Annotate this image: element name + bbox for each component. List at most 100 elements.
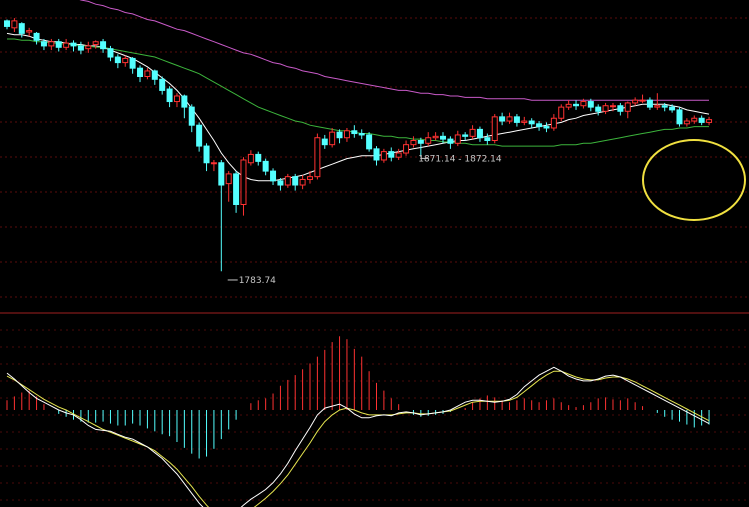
candle <box>63 38 70 51</box>
candle-body <box>203 145 210 164</box>
candle-body <box>114 56 121 64</box>
candle-body <box>691 117 698 122</box>
candle-body <box>247 153 254 164</box>
candle <box>329 127 336 148</box>
candle <box>595 104 602 116</box>
candle-body <box>26 30 33 33</box>
candle-body <box>48 41 55 47</box>
candle-body <box>632 99 639 104</box>
candle-body <box>329 131 336 146</box>
candle <box>284 173 291 188</box>
ma-line-1 <box>7 38 709 147</box>
candle-body <box>343 130 350 139</box>
candle <box>218 159 225 272</box>
candle <box>137 65 144 83</box>
candle-body <box>484 137 491 142</box>
moving-average-lines <box>6 0 710 182</box>
candle <box>306 171 313 184</box>
candle <box>432 132 439 141</box>
candle-body <box>107 48 114 58</box>
candle-body <box>240 159 247 205</box>
candle-body <box>432 135 439 139</box>
macd-histogram <box>6 336 710 459</box>
candle-body <box>299 178 306 186</box>
candle <box>536 121 543 131</box>
candle-body <box>122 57 129 64</box>
candle-body <box>683 120 690 125</box>
candle-body <box>366 134 373 150</box>
candle <box>698 115 705 126</box>
candle <box>543 122 550 133</box>
candle-body <box>646 99 653 108</box>
candle-body <box>314 137 321 178</box>
candle-body <box>233 173 240 205</box>
candle-body <box>255 153 262 162</box>
candle <box>580 98 587 109</box>
candle <box>565 100 572 110</box>
candle-body <box>595 106 602 112</box>
candle-body <box>262 160 269 172</box>
candle-body <box>380 151 387 161</box>
candle-body <box>292 176 299 186</box>
candle <box>558 104 565 122</box>
candle <box>33 31 40 45</box>
candle <box>114 54 121 69</box>
candle <box>388 147 395 162</box>
candle <box>240 157 247 216</box>
candle <box>609 102 616 112</box>
candle <box>233 171 240 213</box>
candle <box>247 150 254 166</box>
candle <box>602 102 609 115</box>
candle <box>669 104 676 113</box>
candle <box>550 114 557 131</box>
candle-body <box>373 148 380 161</box>
candle-body <box>166 88 173 103</box>
candle-body <box>698 117 705 123</box>
candle-body <box>4 20 10 27</box>
candle <box>343 127 350 142</box>
candle <box>691 115 698 124</box>
candle <box>410 136 417 148</box>
candle <box>277 178 284 191</box>
candle <box>617 102 624 116</box>
candle <box>270 168 277 186</box>
candle-body <box>587 101 594 108</box>
candle-body <box>513 116 520 123</box>
candle <box>129 57 136 74</box>
candle-body <box>18 23 25 34</box>
candle-body <box>196 124 203 147</box>
candle-body <box>454 134 461 144</box>
macd-dif-line <box>6 366 710 507</box>
candle-body <box>270 170 277 182</box>
candle <box>336 129 343 144</box>
candle <box>122 55 129 67</box>
candle <box>4 19 10 30</box>
candle-body <box>580 101 587 107</box>
candle <box>173 93 180 108</box>
candle <box>632 97 639 106</box>
candle-body <box>543 126 550 129</box>
grid <box>0 17 749 501</box>
candle <box>181 94 188 119</box>
candle-body <box>159 78 166 91</box>
candle <box>661 102 668 112</box>
candle <box>395 148 402 160</box>
candle <box>506 112 513 124</box>
candle-body <box>210 162 217 165</box>
candle <box>469 125 476 140</box>
candle-body <box>669 106 676 111</box>
candle <box>196 122 203 152</box>
candle <box>454 130 461 147</box>
candle-body <box>550 117 557 129</box>
candle-body <box>151 70 158 80</box>
candle-body <box>40 41 47 47</box>
candle-body <box>528 120 535 125</box>
candle <box>646 97 653 110</box>
candle-body <box>536 123 543 128</box>
macd-dea-line <box>6 370 710 507</box>
candle-body <box>11 20 18 29</box>
candle <box>462 132 469 141</box>
macd-lines <box>6 366 710 507</box>
candle <box>262 158 269 176</box>
